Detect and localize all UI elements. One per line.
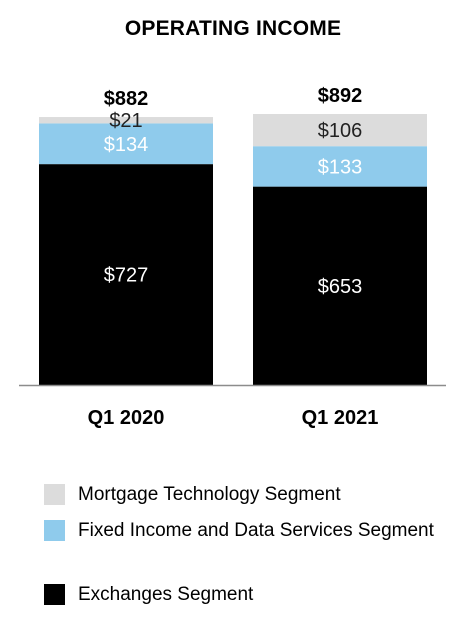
bar-exchanges-segment-q1-2020 [39, 164, 213, 385]
bar-exchanges-segment-q1-2021 [253, 186, 427, 385]
bar-mortgage-technology-segment-q1-2020 [39, 117, 213, 124]
legend-label-exchanges: Exchanges Segment [78, 584, 254, 605]
x-tick-label-q1-2021: Q1 2021 [302, 407, 379, 429]
chart-plot: $727 $134$21$882 Q1 2020 $653 $133 $106 $892 Q1… [19, 85, 446, 429]
data-label-fixed-income-and-data-services-segment-q1-2020: $134 [104, 134, 149, 156]
legend-swatch-exchanges [44, 584, 65, 605]
bar-mortgage-technology-segment-q1-2021 [253, 114, 427, 147]
data-label-fixed-income-and-data-services-segment-q1-2021: $133 [318, 156, 363, 178]
data-label-mortgage-technology-segment-q1-2021: $106 [318, 120, 363, 142]
legend-label-fixed-income: Fixed Income and Data Services Segment [78, 520, 434, 541]
data-label-exchanges-segment-q1-2020: $727 [104, 265, 149, 287]
chart-title: OPERATING INCOME [124, 17, 342, 40]
total-label-q1-2021: $892 [318, 85, 363, 107]
x-tick-label-q1-2020: Q1 2020 [88, 407, 165, 429]
total-label-q1-2020: $882 [104, 88, 149, 110]
legend-swatch-mortgage-technology [44, 484, 65, 505]
data-label-mortgage-technology-segment-q1-2020: $21 [109, 110, 142, 132]
data-label-exchanges-segment-q1-2021: $653 [318, 276, 363, 298]
legend-label-mortgage-technology: Mortgage Technology Segment [78, 484, 341, 505]
bar-fixed-income-and-data-services-segment-q1-2021 [253, 146, 427, 187]
bar-fixed-income-and-data-services-segment-q1-2020 [39, 123, 213, 165]
legend-swatch-fixed-income [44, 520, 65, 541]
